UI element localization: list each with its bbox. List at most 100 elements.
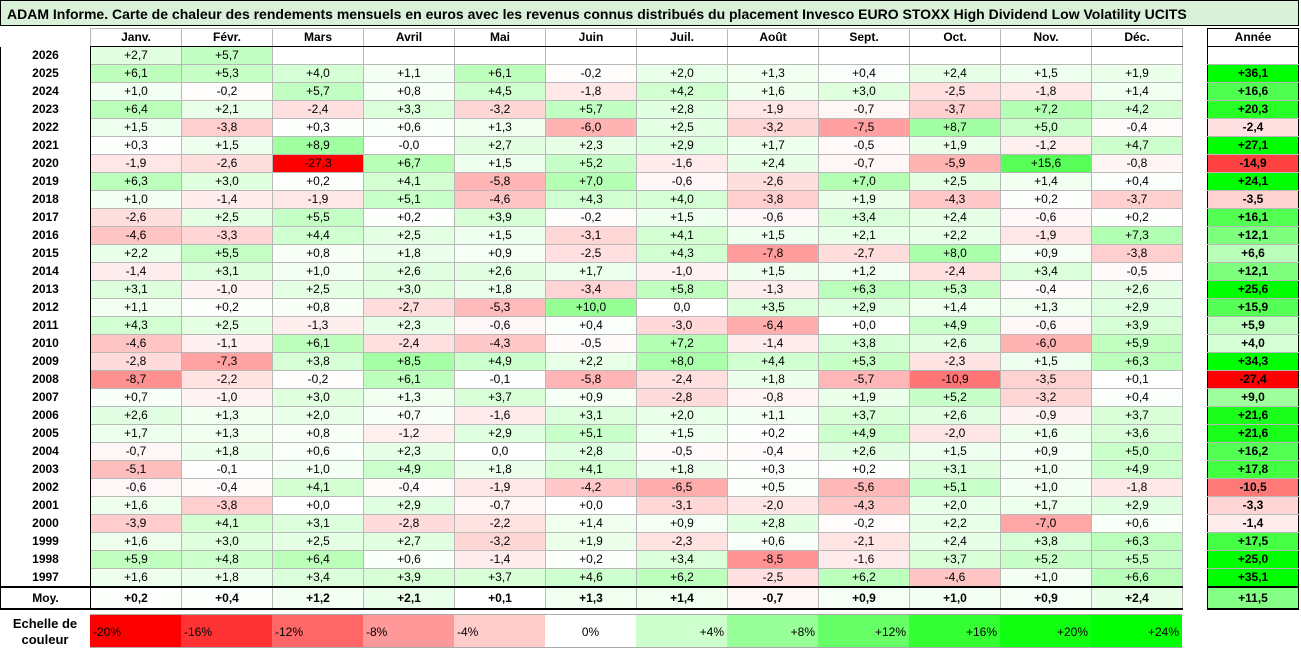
- annual-cell: -10,5: [1207, 478, 1299, 497]
- heat-cell: +1,3: [454, 118, 546, 137]
- year-row: 2012 +1,1 +0,2 +0,8 -2,7 -5,3 +10,0 0,0 +3,5 +2,9…: [0, 298, 1183, 317]
- annual-cell: +5,9: [1207, 316, 1299, 335]
- heat-cell: -4,6: [454, 190, 546, 209]
- annual-cell: -3,3: [1207, 496, 1299, 515]
- heat-cell: +0,2: [545, 550, 637, 569]
- heat-cell: -2,8: [363, 514, 455, 533]
- year-label: 2025: [0, 64, 91, 83]
- heat-cell: -1,0: [181, 388, 273, 407]
- heat-cell: +1,9: [1091, 64, 1183, 83]
- month-header: Sept.: [818, 28, 910, 47]
- heat-cell: -0,7: [818, 154, 910, 173]
- annual-cell: -3,5: [1207, 190, 1299, 209]
- heat-cell: +2,2: [90, 244, 182, 263]
- year-row: 2004 -0,7 +1,8 +0,6 +2,3 0,0 +2,8 -0,5 -0,4 +2,6 +…: [0, 442, 1183, 461]
- heat-cell: +5,7: [272, 82, 364, 101]
- heat-cell: +1,8: [363, 244, 455, 263]
- year-label: 2004: [0, 442, 91, 461]
- heat-cell: -3,8: [727, 190, 819, 209]
- heat-cell: +8,5: [363, 352, 455, 371]
- heat-cell: +0,1: [1091, 370, 1183, 389]
- heat-cell: -1,2: [1000, 136, 1092, 155]
- annual-row: +21,6: [1207, 424, 1299, 443]
- annual-row: -3,5: [1207, 190, 1299, 209]
- heat-cell: 0,0: [454, 442, 546, 461]
- heat-cell: +0,7: [90, 388, 182, 407]
- year-row: 2019 +6,3 +3,0 +0,2 +4,1 -5,8 +7,0 -0,6 -2,6 +7,0…: [0, 172, 1183, 191]
- heat-cell: +1,6: [90, 532, 182, 551]
- heat-cell: -2,8: [90, 352, 182, 371]
- heat-cell: +2,4: [909, 64, 1001, 83]
- annual-row: +24,1: [1207, 172, 1299, 191]
- year-row: 2017 -2,6 +2,5 +5,5 +0,2 +3,9 -0,2 +1,5 -0,6 +3,4…: [0, 208, 1183, 227]
- heat-cell: +6,3: [1091, 532, 1183, 551]
- year-row: 2022 +1,5 -3,8 +0,3 +0,6 +1,3 -6,0 +2,5 -3,2 -7,5…: [0, 118, 1183, 137]
- heat-cell: -1,4: [454, 550, 546, 569]
- heat-cell: +1,5: [636, 208, 728, 227]
- annual-cell: +12,1: [1207, 262, 1299, 281]
- heat-cell: -1,6: [636, 154, 728, 173]
- heat-cell: +5,2: [1000, 550, 1092, 569]
- heat-cell: -2,0: [909, 424, 1001, 443]
- heat-cell: +0,2: [272, 172, 364, 191]
- year-label: 2007: [0, 388, 91, 407]
- heat-cell: -2,3: [909, 352, 1001, 371]
- month-header: Juin: [545, 28, 637, 47]
- heat-cell: +5,9: [90, 550, 182, 569]
- annual-row: -27,4: [1207, 370, 1299, 389]
- heat-cell: +6,3: [90, 172, 182, 191]
- average-cell: +2,1: [363, 586, 455, 610]
- heat-cell: -0,2: [818, 514, 910, 533]
- heat-cell: +2,5: [181, 316, 273, 335]
- heat-cell: -7,5: [818, 118, 910, 137]
- year-label: 2024: [0, 82, 91, 101]
- heat-cell: -1,8: [545, 82, 637, 101]
- heat-cell: +0,2: [727, 424, 819, 443]
- heat-cell: +0,3: [272, 118, 364, 137]
- year-row: 2025 +6,1 +5,3 +4,0 +1,1 +6,1 -0,2 +2,0 +1,3 +0,4…: [0, 64, 1183, 83]
- year-label: 2000: [0, 514, 91, 533]
- year-row: 1998 +5,9 +4,8 +6,4 +0,6 -1,4 +0,2 +3,4 -8,5 -1,6…: [0, 550, 1183, 569]
- heat-cell: +3,7: [818, 406, 910, 425]
- heat-cell: +5,1: [545, 424, 637, 443]
- annual-row: +25,0: [1207, 550, 1299, 569]
- heat-cell: +1,5: [727, 226, 819, 245]
- annual-cell: +24,1: [1207, 172, 1299, 191]
- heat-cell: +8,9: [272, 136, 364, 155]
- heat-cell: +1,5: [181, 136, 273, 155]
- heat-cell: -0,6: [454, 316, 546, 335]
- heat-cell: -5,8: [454, 172, 546, 191]
- heat-cell: +5,3: [818, 352, 910, 371]
- heat-cell: -0,4: [181, 478, 273, 497]
- heat-cell: +0,8: [272, 244, 364, 263]
- heat-cell: -1,9: [272, 190, 364, 209]
- heat-cell: -1,0: [181, 280, 273, 299]
- heat-cell: +6,1: [363, 370, 455, 389]
- heat-cell: -1,9: [727, 100, 819, 119]
- month-header: Déc.: [1091, 28, 1183, 47]
- heat-cell: -2,5: [545, 244, 637, 263]
- heat-cell: +2,9: [636, 136, 728, 155]
- heat-cell: +1,0: [1000, 568, 1092, 588]
- heat-cell: +0,7: [363, 406, 455, 425]
- heat-cell: +0,0: [272, 496, 364, 515]
- heat-cell: +4,4: [727, 352, 819, 371]
- heat-cell: -3,2: [1000, 388, 1092, 407]
- heat-cell: +2,6: [90, 406, 182, 425]
- heat-cell: +2,6: [909, 334, 1001, 353]
- heat-cell: +3,8: [818, 334, 910, 353]
- heat-cell: -1,9: [454, 478, 546, 497]
- heat-cell: -3,1: [636, 496, 728, 515]
- heat-cell: +3,7: [909, 550, 1001, 569]
- heat-cell: +5,1: [363, 190, 455, 209]
- annual-cell: +16,2: [1207, 442, 1299, 461]
- heat-cell: -0,4: [363, 478, 455, 497]
- heat-cell: -5,8: [545, 370, 637, 389]
- heat-cell: -3,3: [181, 226, 273, 245]
- year-row: 2023 +6,4 +2,1 -2,4 +3,3 -3,2 +5,7 +2,8 -1,9 -0,7…: [0, 100, 1183, 119]
- heat-cell: +0,9: [636, 514, 728, 533]
- heat-cell: +0,9: [1000, 442, 1092, 461]
- year-row: 2021 +0,3 +1,5 +8,9 -0,0 +2,7 +2,3 +2,9 +1,7 -0,5…: [0, 136, 1183, 155]
- heat-cell: +4,0: [272, 64, 364, 83]
- heat-cell: +0,2: [363, 208, 455, 227]
